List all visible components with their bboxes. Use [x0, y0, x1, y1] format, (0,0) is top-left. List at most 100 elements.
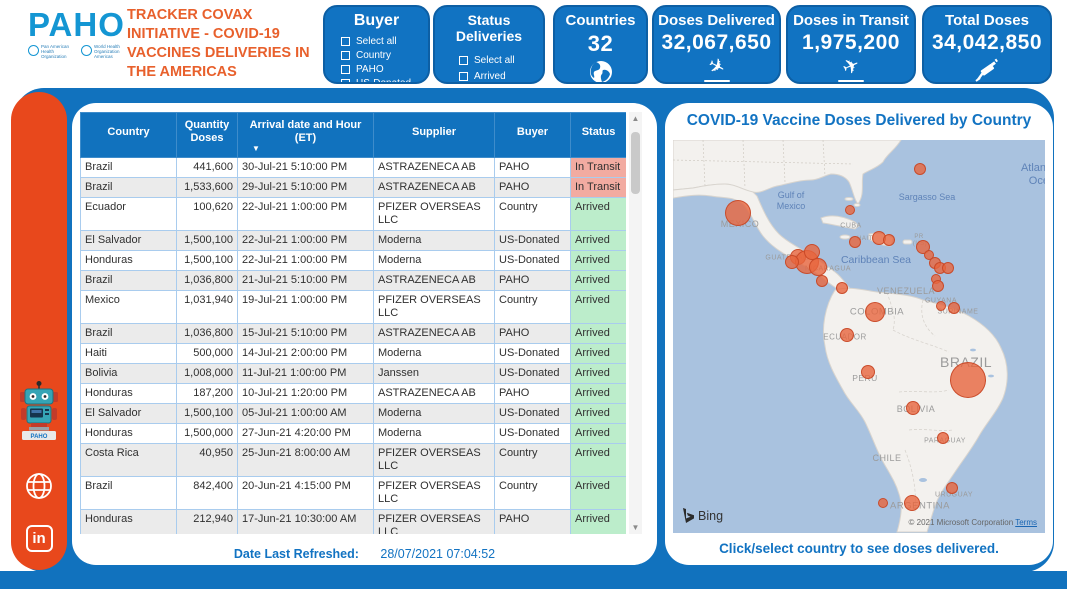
linkedin-icon[interactable]: in — [25, 525, 53, 552]
cell-supplier[interactable]: ASTRAZENECA AB — [373, 383, 495, 404]
cell-status[interactable]: In Transit — [570, 177, 626, 198]
cell-status[interactable]: Arrived — [570, 323, 626, 344]
cell-arrival[interactable]: 22-Jul-21 1:00:00 PM — [237, 197, 374, 231]
kpi-total-doses[interactable]: Total Doses 34,042,850 — [922, 5, 1052, 84]
cell-quantity[interactable]: 500,000 — [176, 343, 238, 364]
cell-supplier[interactable]: ASTRAZENECA AB — [373, 177, 495, 198]
table-row[interactable]: El Salvador 1,500,100 22-Jul-21 1:00:00 PM… — [80, 230, 626, 251]
cell-quantity[interactable]: 187,200 — [176, 383, 238, 404]
cell-country[interactable]: El Salvador — [80, 230, 177, 251]
cell-arrival[interactable]: 10-Jul-21 1:20:00 PM — [237, 383, 374, 404]
map-bubble-argentina[interactable] — [904, 495, 920, 511]
checkbox-status-select-all[interactable]: Select all — [459, 52, 543, 68]
map-bubble-costa-rica[interactable] — [836, 282, 848, 294]
cell-quantity[interactable]: 842,400 — [176, 476, 238, 510]
table-row[interactable]: Honduras 1,500,000 27-Jun-21 4:20:00 PM Mod… — [80, 423, 626, 444]
cell-supplier[interactable]: Moderna — [373, 343, 495, 364]
cell-status[interactable]: Arrived — [570, 423, 626, 444]
cell-arrival[interactable]: 19-Jul-21 1:00:00 PM — [237, 290, 374, 324]
table-row[interactable]: Brazil 1,533,600 29-Jul-21 5:10:00 PM ASTRA… — [80, 177, 626, 198]
scroll-down-icon[interactable]: ▼ — [631, 523, 640, 532]
cell-country[interactable]: Ecuador — [80, 197, 177, 231]
table-row[interactable]: Costa Rica 40,950 25-Jun-21 8:00:00 AM PFIZ… — [80, 443, 626, 477]
map-bubble-nicaragua[interactable] — [816, 275, 828, 287]
cell-arrival[interactable]: 17-Jun-21 10:30:00 AM — [237, 509, 374, 534]
checkbox-buyer-us-donated[interactable]: US-Donated — [341, 76, 428, 82]
terms-link[interactable]: Terms — [1015, 518, 1037, 527]
cell-supplier[interactable]: PFIZER OVERSEAS LLC — [373, 443, 495, 477]
cell-country[interactable]: Honduras — [80, 423, 177, 444]
cell-quantity[interactable]: 40,950 — [176, 443, 238, 477]
paho-robot-icon[interactable]: PAHO — [18, 380, 60, 447]
cell-status[interactable]: Arrived — [570, 443, 626, 477]
kpi-doses-in-transit[interactable]: Doses in Transit 1,975,200 ✈ — [786, 5, 916, 84]
map-bubble-haiti[interactable] — [849, 236, 861, 248]
checkbox-buyer-paho[interactable]: PAHO — [341, 62, 428, 76]
table-row[interactable]: El Salvador 1,500,100 05-Jul-21 1:00:00 AM… — [80, 403, 626, 424]
cell-buyer[interactable]: US-Donated — [494, 230, 571, 251]
cell-buyer[interactable]: PAHO — [494, 270, 571, 291]
checkbox-buyer-country[interactable]: Country — [341, 48, 428, 62]
col-quantity-doses[interactable]: Quantity Doses — [176, 112, 238, 158]
kpi-doses-delivered[interactable]: Doses Delivered 32,067,650 ✈ — [652, 5, 781, 84]
map-bubble-suriname[interactable] — [948, 302, 960, 314]
cell-quantity[interactable]: 1,036,800 — [176, 323, 238, 344]
cell-buyer[interactable]: PAHO — [494, 323, 571, 344]
cell-supplier[interactable]: PFIZER OVERSEAS LLC — [373, 290, 495, 324]
cell-country[interactable]: Brazil — [80, 323, 177, 344]
cell-buyer[interactable]: Country — [494, 197, 571, 231]
cell-country[interactable]: El Salvador — [80, 403, 177, 424]
scrollbar-thumb[interactable] — [631, 132, 640, 194]
cell-arrival[interactable]: 25-Jun-21 8:00:00 AM — [237, 443, 374, 477]
doses-map[interactable]: Gulf of Mexico Sargasso Sea Caribbean Sea At… — [673, 140, 1045, 533]
cell-country[interactable]: Mexico — [80, 290, 177, 324]
table-scrollbar[interactable]: ▲ ▼ — [629, 112, 642, 534]
cell-supplier[interactable]: ASTRAZENECA AB — [373, 323, 495, 344]
cell-country[interactable]: Brazil — [80, 270, 177, 291]
cell-status[interactable]: Arrived — [570, 509, 626, 534]
cell-country[interactable]: Haiti — [80, 343, 177, 364]
col-supplier[interactable]: Supplier — [373, 112, 495, 158]
cell-supplier[interactable]: ASTRAZENECA AB — [373, 270, 495, 291]
cell-buyer[interactable]: US-Donated — [494, 250, 571, 271]
cell-quantity[interactable]: 1,500,000 — [176, 423, 238, 444]
table-row[interactable]: Ecuador 100,620 22-Jul-21 1:00:00 PM PFIZER… — [80, 197, 626, 231]
cell-supplier[interactable]: ASTRAZENECA AB — [373, 157, 495, 178]
globe-outline-icon[interactable] — [24, 471, 54, 501]
cell-buyer[interactable]: US-Donated — [494, 403, 571, 424]
map-bubble-mexico[interactable] — [725, 200, 751, 226]
table-row[interactable]: Brazil 1,036,800 15-Jul-21 5:10:00 PM ASTRA… — [80, 323, 626, 344]
cell-buyer[interactable]: Country — [494, 476, 571, 510]
cell-arrival[interactable]: 11-Jul-21 1:00:00 PM — [237, 363, 374, 384]
cell-country[interactable]: Honduras — [80, 383, 177, 404]
cell-quantity[interactable]: 1,533,600 — [176, 177, 238, 198]
map-bubble-bahamas[interactable] — [845, 205, 855, 215]
table-row[interactable]: Brazil 441,600 30-Jul-21 5:10:00 PM ASTRAZE… — [80, 157, 626, 178]
map-bubble-colombia[interactable] — [865, 302, 885, 322]
map-bubble-paraguay[interactable] — [937, 432, 949, 444]
cell-quantity[interactable]: 212,940 — [176, 509, 238, 534]
cell-buyer[interactable]: Country — [494, 443, 571, 477]
col-status[interactable]: Status — [570, 112, 626, 158]
col-buyer[interactable]: Buyer — [494, 112, 571, 158]
cell-supplier[interactable]: PFIZER OVERSEAS LLC — [373, 197, 495, 231]
table-row[interactable]: Honduras 1,500,100 22-Jul-21 1:00:00 PM Mod… — [80, 250, 626, 271]
cell-country[interactable]: Brazil — [80, 476, 177, 510]
cell-arrival[interactable]: 20-Jun-21 4:15:00 PM — [237, 476, 374, 510]
cell-arrival[interactable]: 14-Jul-21 2:00:00 PM — [237, 343, 374, 364]
map-bubble-brazil[interactable] — [950, 362, 986, 398]
cell-buyer[interactable]: Country — [494, 290, 571, 324]
cell-arrival[interactable]: 22-Jul-21 1:00:00 PM — [237, 230, 374, 251]
cell-arrival[interactable]: 22-Jul-21 1:00:00 PM — [237, 250, 374, 271]
cell-quantity[interactable]: 100,620 — [176, 197, 238, 231]
cell-arrival[interactable]: 15-Jul-21 5:10:00 PM — [237, 323, 374, 344]
table-row[interactable]: Honduras 212,940 17-Jun-21 10:30:00 AM PFIZ… — [80, 509, 626, 534]
map-bubble-guyana[interactable] — [936, 301, 946, 311]
cell-country[interactable]: Costa Rica — [80, 443, 177, 477]
map-bubble-dominican-republic-east[interactable] — [883, 234, 895, 246]
checkbox-buyer-select-all[interactable]: Select all — [341, 34, 428, 48]
cell-supplier[interactable]: Janssen — [373, 363, 495, 384]
table-row[interactable]: Brazil 1,036,800 21-Jul-21 5:10:00 PM ASTRA… — [80, 270, 626, 291]
cell-status[interactable]: Arrived — [570, 343, 626, 364]
map-bubble-guatemala-west[interactable] — [785, 255, 799, 269]
